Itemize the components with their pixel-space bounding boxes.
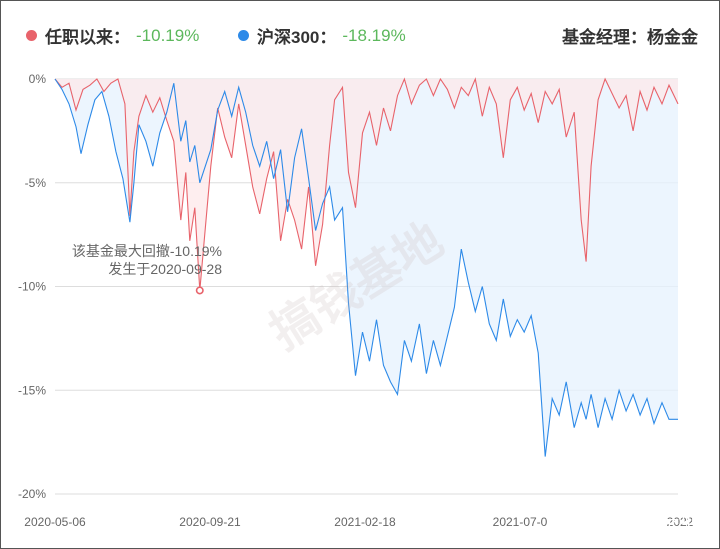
series-area [55,79,678,457]
max-drawdown-annotation: 该基金最大回撤-10.19% 发生于2020-09-28 [72,243,222,295]
series-line [54,78,678,457]
y-tick-label: -15% [18,383,46,397]
x-tick-label: 2022 [667,515,694,529]
x-tick-label: 2020-05-06 [24,515,86,529]
series-line [54,77,679,291]
y-tick-label: 0% [29,72,47,86]
legend-item-fund[interactable]: 任职以来： -10.19% [26,23,199,48]
legend-label-fund: 任职以来： [45,28,130,47]
x-tick-label: 2020-09-21 [179,515,241,529]
legend-item-index[interactable]: 沪深300： -18.19% [238,23,406,48]
annotation-line-2: 发生于2020-09-28 [108,261,222,277]
y-axis-ticks: 0% -5% -10% -15% -20% [18,72,46,501]
fund-manager-label: 基金经理：杨金金 [562,28,698,47]
max-drawdown-marker [195,286,204,295]
annotation-line-1: 该基金最大回撤-10.19% [72,243,222,259]
y-tick-label: -10% [18,280,46,294]
legend-value-fund: -10.19% [136,25,200,45]
x-axis-ticks: 2020-05-06 2020-09-21 2021-02-18 2021-07-0 2… [24,515,693,529]
legend-dot-index [238,30,249,41]
corner-watermark: 知乎 @搞钱基地 [553,507,699,531]
x-tick-label: 2021-02-18 [334,515,396,529]
series-lines [54,77,679,457]
x-tick-label: 2021-07-0 [493,515,548,529]
series-area [55,79,678,291]
legend-value-index: -18.19% [342,25,406,45]
legend-label-index: 沪深300： [257,28,337,47]
series-areas [55,79,678,457]
y-tick-label: -20% [18,487,46,501]
legend-dot-fund [26,30,37,41]
chart-legend: 任职以来： -10.19% 沪深300： -18.19% [0,23,720,53]
y-tick-label: -5% [25,176,47,190]
